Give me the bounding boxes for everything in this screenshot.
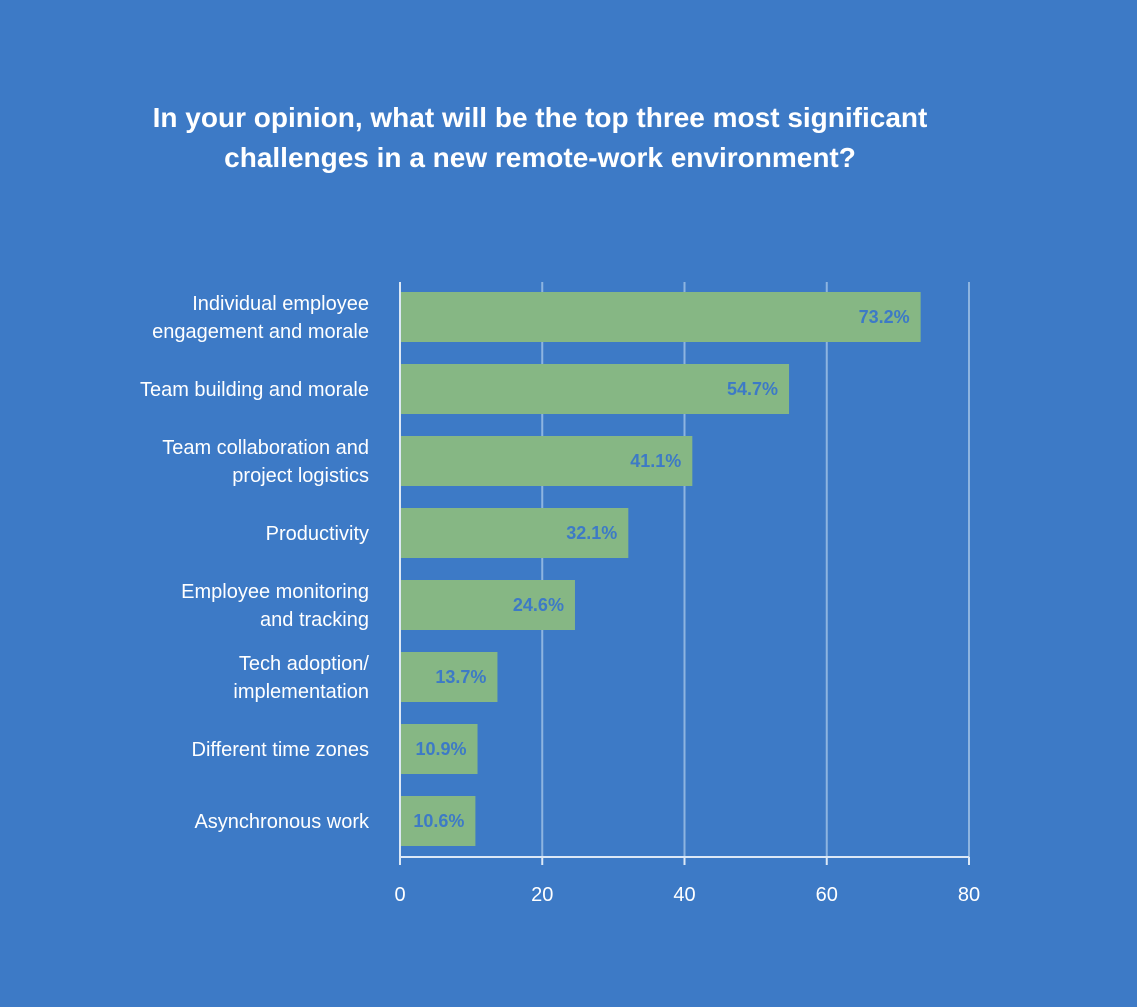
bar-6 [400, 724, 478, 774]
bar-7 [400, 796, 476, 846]
category-label-1: Team building and morale [140, 379, 369, 401]
bar-2 [400, 436, 693, 486]
category-label-5-line-1: implementation [233, 681, 369, 703]
data-label-4: 24.6% [513, 595, 564, 615]
category-label-2: Team collaboration and project logistics [162, 437, 369, 487]
category-label-3: Productivity [266, 523, 369, 545]
category-label-2-line-1: project logistics [232, 465, 369, 487]
bar-3 [400, 508, 629, 558]
bar-0 [400, 292, 921, 342]
bar-4 [400, 580, 575, 630]
chart-title: In your opinion, what will be the top th… [0, 98, 1080, 178]
data-label-5: 13.7% [435, 667, 486, 687]
data-label-6: 10.9% [415, 739, 466, 759]
category-label-3-line-0: Productivity [266, 523, 369, 545]
x-tick-label-80: 80 [958, 884, 980, 906]
chart-title-line-1: In your opinion, what will be the top th… [152, 102, 928, 133]
category-label-0: Individual employee engagement and morale [152, 293, 369, 343]
category-label-5: Tech adoption/implementation [233, 653, 369, 703]
bar-1 [400, 364, 790, 414]
x-tick-label-0: 0 [394, 884, 405, 906]
category-label-4-line-0: Employee monitoring [181, 581, 369, 603]
chart-title-line-2: challenges in a new remote-work environm… [224, 142, 856, 173]
data-label-1: 54.7% [727, 379, 778, 399]
bar-5 [400, 652, 498, 702]
x-tick-label-20: 20 [531, 884, 553, 906]
category-label-4: Employee monitoring and tracking [181, 581, 369, 631]
bars: 73.2% 54.7% 41.1% 32.1% 24.6% 13.7% 10.9% 10.6% [400, 292, 921, 846]
category-label-6-line-0: Different time zones [192, 739, 370, 761]
category-label-7: Asynchronous work [194, 811, 370, 833]
category-label-6: Different time zones [192, 739, 370, 761]
data-label-0: 73.2% [859, 307, 910, 327]
category-label-7-line-0: Asynchronous work [194, 811, 370, 833]
x-tick-label-40: 40 [673, 884, 695, 906]
data-label-7: 10.6% [413, 811, 464, 831]
category-label-4-line-1: and tracking [260, 609, 369, 631]
category-label-2-line-0: Team collaboration and [162, 437, 369, 459]
category-label-0-line-1: engagement and morale [152, 321, 369, 343]
data-label-2: 41.1% [630, 451, 681, 471]
category-label-0-line-0: Individual employee [192, 293, 369, 315]
category-label-5-line-0: Tech adoption/ [239, 653, 370, 675]
category-label-1-line-0: Team building and morale [140, 379, 369, 401]
x-axis: 0 20 40 60 80 [394, 282, 980, 906]
x-tick-label-60: 60 [816, 884, 838, 906]
data-label-3: 32.1% [566, 523, 617, 543]
category-labels: Individual employee engagement and morale… [140, 293, 370, 833]
